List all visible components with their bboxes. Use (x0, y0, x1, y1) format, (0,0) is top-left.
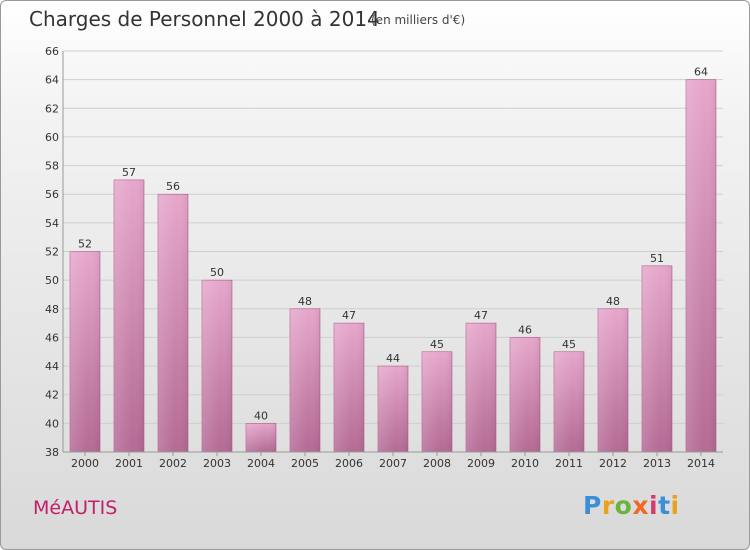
bar-value-label: 47 (474, 309, 488, 322)
bar-shade (114, 179, 144, 452)
y-tick-label: 54 (45, 217, 59, 230)
bar-value-label: 47 (342, 309, 356, 322)
y-tick-label: 50 (45, 274, 59, 287)
bar-shade (70, 251, 100, 452)
x-tick-label: 2001 (115, 457, 143, 470)
x-tick-label: 2007 (379, 457, 407, 470)
bar-shade (290, 308, 320, 452)
y-tick-label: 38 (45, 446, 59, 459)
x-tick-label: 2003 (203, 457, 231, 470)
x-tick-label: 2013 (643, 457, 671, 470)
x-tick-label: 2012 (599, 457, 627, 470)
bar-shade (334, 323, 364, 452)
x-tick-label: 2009 (467, 457, 495, 470)
x-tick-label: 2004 (247, 457, 275, 470)
bar-shade (422, 351, 452, 452)
bar-value-label: 44 (386, 352, 400, 365)
y-tick-label: 46 (45, 331, 59, 344)
bar-shade (598, 308, 628, 452)
y-tick-label: 40 (45, 417, 59, 430)
y-tick-label: 42 (45, 389, 59, 402)
y-tick-label: 62 (45, 102, 59, 115)
y-tick-label: 66 (45, 45, 59, 58)
bar-value-label: 48 (606, 295, 620, 308)
bar-value-label: 48 (298, 295, 312, 308)
y-tick-label: 64 (45, 74, 59, 87)
bar-value-label: 57 (122, 166, 136, 179)
bar-shade (246, 423, 276, 452)
logo-letter: x (632, 491, 649, 520)
logo-letter: t (658, 491, 671, 520)
logo-letter: P (583, 491, 602, 520)
bar-value-label: 45 (562, 338, 576, 351)
bar-value-label: 51 (650, 252, 664, 265)
proxiti-logo: Proxiti (583, 491, 680, 520)
bar-value-label: 45 (430, 338, 444, 351)
bar-shade (686, 79, 716, 453)
bars: 52 57 56 50 40 48 47 44 45 47 46 45 48 51 64 (69, 66, 717, 453)
bar-shade (642, 265, 672, 452)
logo-letter: o (614, 491, 633, 520)
bar-shade (158, 194, 188, 452)
x-tick-label: 2008 (423, 457, 451, 470)
x-tick-label: 2011 (555, 457, 583, 470)
x-tick-label: 2000 (71, 457, 99, 470)
y-tick-label: 58 (45, 160, 59, 173)
y-tick-label: 44 (45, 360, 59, 373)
bar-value-label: 56 (166, 180, 180, 193)
axes: 38 40 42 44 46 48 50 52 54 56 58 60 62 64 66 2000 2001 20… (45, 45, 723, 470)
x-tick-label: 2014 (687, 457, 715, 470)
x-tick-label: 2006 (335, 457, 363, 470)
logo-letter: r (601, 491, 615, 520)
y-tick-label: 48 (45, 303, 59, 316)
x-tick-label: 2005 (291, 457, 319, 470)
x-tick-label: 2010 (511, 457, 539, 470)
commune-name: MéAUTIS (33, 497, 118, 519)
bar-value-label: 64 (694, 66, 708, 79)
y-tick-label: 52 (45, 246, 59, 259)
bar-shade (466, 323, 496, 452)
x-tick-label: 2002 (159, 457, 187, 470)
bar-shade (202, 280, 232, 452)
y-tick-label: 56 (45, 188, 59, 201)
bar-shade (510, 337, 540, 452)
chart-subtitle: (en milliers d'€) (371, 13, 466, 27)
y-tick-label: 60 (45, 131, 59, 144)
bar-value-label: 40 (254, 409, 268, 422)
bar-value-label: 46 (518, 323, 532, 336)
chart-title: Charges de Personnel 2000 à 2014 (29, 7, 380, 31)
logo-letter: i (649, 491, 659, 520)
bar-value-label: 52 (78, 238, 92, 251)
bar-value-label: 50 (210, 266, 224, 279)
bar-shade (554, 351, 584, 452)
bar-shade (378, 366, 408, 452)
logo-letter: i (670, 491, 680, 520)
